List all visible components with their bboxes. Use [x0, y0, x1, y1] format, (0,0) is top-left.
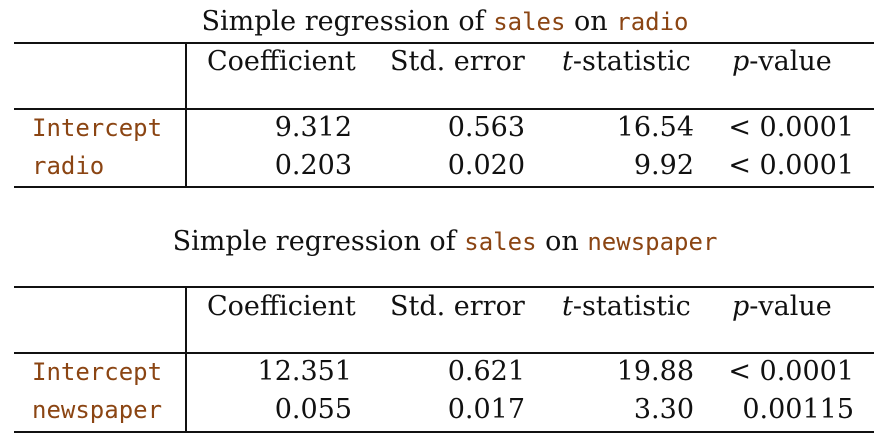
- header-p-symbol: p: [732, 46, 750, 77]
- cell-coefficient: 12.351: [257, 356, 352, 387]
- table-2-header-rule: [14, 352, 874, 354]
- header-p-rest: -value: [749, 291, 832, 322]
- table-2-caption: Simple regression of sales on newspaper: [0, 226, 890, 258]
- caption-prefix: Simple regression of: [201, 6, 494, 37]
- row-label: Intercept: [32, 358, 163, 386]
- cell-p-value: < 0.0001: [728, 356, 854, 387]
- table-1-caption: Simple regression of sales on radio: [0, 6, 890, 38]
- table-2-top-rule: [14, 286, 874, 288]
- caption-predictor: newspaper: [587, 228, 718, 256]
- row-label: Intercept: [32, 114, 163, 142]
- table-2-bottom-rule: [14, 431, 874, 433]
- cell-t-statistic: 16.54: [616, 112, 694, 143]
- header-t-symbol: t: [562, 291, 573, 322]
- header-t-statistic: t-statistic: [562, 46, 691, 78]
- caption-middle: on: [536, 226, 588, 257]
- cell-coefficient: 0.055: [274, 394, 352, 425]
- cell-t-statistic: 9.92: [633, 150, 694, 181]
- table-1-vertical-rule: [185, 42, 187, 188]
- header-t-statistic: t-statistic: [562, 291, 691, 323]
- cell-std-error: 0.017: [447, 394, 525, 425]
- caption-predictor: radio: [616, 8, 689, 36]
- header-p-rest: -value: [749, 46, 832, 77]
- caption-response: sales: [493, 8, 566, 36]
- header-p-value: p-value: [732, 46, 832, 78]
- header-t-rest: -statistic: [572, 46, 691, 77]
- header-std-error: Std. error: [390, 46, 525, 77]
- cell-std-error: 0.563: [447, 112, 525, 143]
- table-1-header-rule: [14, 108, 874, 110]
- header-t-symbol: t: [562, 46, 573, 77]
- header-coefficient: Coefficient: [207, 46, 356, 77]
- cell-coefficient: 0.203: [274, 150, 352, 181]
- row-label: newspaper: [32, 396, 163, 424]
- cell-p-value: < 0.0001: [728, 112, 854, 143]
- table-1-top-rule: [14, 42, 874, 44]
- caption-prefix: Simple regression of: [172, 226, 465, 257]
- header-p-symbol: p: [732, 291, 750, 322]
- table-2-vertical-rule: [185, 286, 187, 432]
- cell-t-statistic: 3.30: [633, 394, 694, 425]
- cell-std-error: 0.020: [447, 150, 525, 181]
- cell-p-value: 0.00115: [742, 394, 854, 425]
- header-coefficient: Coefficient: [207, 291, 356, 322]
- cell-coefficient: 9.312: [274, 112, 352, 143]
- header-t-rest: -statistic: [572, 291, 691, 322]
- caption-response: sales: [464, 228, 537, 256]
- cell-p-value: < 0.0001: [728, 150, 854, 181]
- cell-std-error: 0.621: [447, 356, 525, 387]
- header-std-error: Std. error: [390, 291, 525, 322]
- cell-t-statistic: 19.88: [616, 356, 694, 387]
- header-p-value: p-value: [732, 291, 832, 323]
- caption-middle: on: [565, 6, 617, 37]
- table-1-bottom-rule: [14, 186, 874, 188]
- row-label: radio: [32, 152, 105, 180]
